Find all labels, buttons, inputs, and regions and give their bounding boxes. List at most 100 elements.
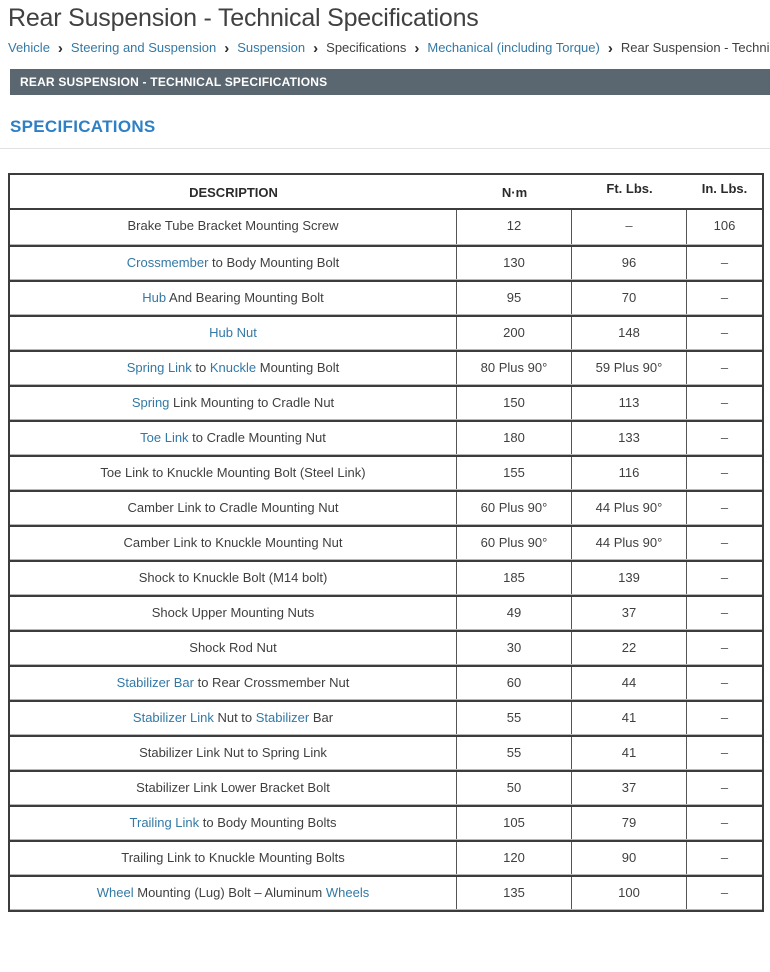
ftlbs-cell: 133: [572, 422, 687, 454]
description-cell: Brake Tube Bracket Mounting Screw: [10, 210, 457, 244]
nm-cell: 12: [457, 210, 572, 244]
nm-cell: 80 Plus 90°: [457, 352, 572, 384]
inlbs-cell: –: [720, 500, 729, 515]
table-row: Spring Link to Knuckle Mounting Bolt 80 P…: [10, 350, 762, 385]
inline-link[interactable]: Stabilizer Link: [132, 710, 214, 725]
breadcrumb-link[interactable]: Mechanical (including Torque): [427, 40, 600, 55]
nm-cell: 105: [457, 807, 572, 839]
inlbs-cell: –: [720, 675, 729, 690]
description-text: to Body Mounting Bolt: [208, 255, 340, 270]
description-text: to Body Mounting Bolts: [199, 815, 337, 830]
nm-cell: 155: [457, 457, 572, 489]
breadcrumb-separator-icon: ›: [57, 40, 63, 57]
ftlbs-cell: 44: [572, 667, 687, 699]
description-text: Shock Upper Mounting Nuts: [151, 605, 315, 620]
inlbs-cell: –: [720, 780, 729, 795]
table-row: Shock Upper Mounting Nuts 49 37 –: [10, 595, 762, 630]
table-row: Stabilizer Link Lower Bracket Bolt 50 37 –: [10, 770, 762, 805]
ftlbs-cell: 100: [572, 877, 687, 909]
description-text: Mounting (Lug) Bolt – Aluminum: [133, 885, 326, 900]
table-row: Hub And Bearing Mounting Bolt 95 70–: [10, 280, 762, 315]
description-text: Stabilizer Link Lower Bracket Bolt: [136, 780, 330, 795]
inlbs-cell: –: [720, 290, 729, 305]
description-text: Camber Link to Knuckle Mounting Nut: [123, 535, 343, 550]
inline-link[interactable]: Hub Nut: [209, 325, 257, 340]
inline-link[interactable]: Hub: [142, 290, 167, 305]
inline-link[interactable]: Wheel: [96, 885, 134, 900]
table-row: Wheel Mounting (Lug) Bolt – Aluminum Whe…: [10, 875, 762, 910]
description-text: to Rear Crossmember Nut: [193, 675, 350, 690]
column-header: N·m: [501, 185, 528, 200]
description-text: to Cradle Mounting Nut: [188, 430, 326, 445]
table-body: Brake Tube Bracket Mounting Screw 12 – 106 C…: [10, 210, 762, 910]
table-row: Brake Tube Bracket Mounting Screw 12– 106: [10, 210, 762, 245]
inline-link[interactable]: Crossmember: [126, 255, 209, 270]
nm-cell: 60: [457, 667, 572, 699]
description-text: to: [191, 360, 210, 375]
breadcrumb-separator-icon: ›: [414, 40, 420, 57]
horizontal-divider: [0, 148, 770, 149]
inline-link[interactable]: Knuckle: [209, 360, 257, 375]
nm-cell: 55: [457, 702, 572, 734]
inline-link[interactable]: Trailing Link: [129, 815, 200, 830]
inlbs-cell: –: [720, 815, 729, 830]
inlbs-cell: 106: [713, 218, 736, 233]
description-cell: Stabilizer Bar to Rear Crossmember Nut: [10, 667, 457, 699]
inline-link[interactable]: Stabilizer Bar: [116, 675, 194, 690]
nm-cell: 135: [457, 877, 572, 909]
inlbs-cell: –: [720, 885, 729, 900]
description-cell: Toe Link to Cradle Mounting Nut: [10, 422, 457, 454]
breadcrumb-link[interactable]: Suspension: [237, 40, 306, 55]
ftlbs-cell: 148: [572, 317, 687, 349]
description-cell: Spring Link Mounting to Cradle Nut: [10, 387, 457, 419]
inline-link[interactable]: Wheels: [325, 885, 370, 900]
ftlbs-cell: 37: [572, 772, 687, 804]
nm-cell: 49: [457, 597, 572, 629]
inlbs-cell: –: [720, 430, 729, 445]
description-cell: Toe Link to Knuckle Mounting Bolt (Steel…: [10, 457, 457, 489]
inline-link[interactable]: Stabilizer: [255, 710, 310, 725]
section-bar: REAR SUSPENSION - TECHNICAL SPECIFICATIO…: [10, 69, 770, 95]
nm-cell: 200: [457, 317, 572, 349]
ftlbs-cell: 70: [572, 282, 687, 314]
nm-cell: 150: [457, 387, 572, 419]
inlbs-cell: –: [720, 535, 729, 550]
nm-cell: 130: [457, 247, 572, 279]
table-row: Stabilizer Bar to Rear Crossmember Nut 60…: [10, 665, 762, 700]
breadcrumb-link[interactable]: Steering and Suspension: [70, 40, 217, 55]
ftlbs-cell: 116: [572, 457, 687, 489]
table-row: Camber Link to Cradle Mounting Nut 60 Plu…: [10, 490, 762, 525]
table-row: Trailing Link to Body Mounting Bolts 105 7…: [10, 805, 762, 840]
torque-spec-table: DESCRIPTION N·m Ft. Lbs. In. Lbs. Brake Tub…: [8, 173, 764, 912]
nm-cell: 30: [457, 632, 572, 664]
inline-link[interactable]: Spring Link: [126, 360, 192, 375]
nm-cell: 50: [457, 772, 572, 804]
inlbs-cell: –: [720, 640, 729, 655]
column-header: In. Lbs.: [701, 181, 748, 196]
column-header: Ft. Lbs.: [606, 181, 653, 196]
nm-cell: 95: [457, 282, 572, 314]
description-cell: Camber Link to Knuckle Mounting Nut: [10, 527, 457, 559]
inlbs-cell: –: [720, 710, 729, 725]
description-text: Camber Link to Cradle Mounting Nut: [127, 500, 339, 515]
breadcrumb-item: Rear Suspension - Technical Specificatio…: [620, 40, 770, 55]
inline-link[interactable]: Toe Link: [140, 430, 189, 445]
ftlbs-cell: 22: [572, 632, 687, 664]
ftlbs-cell: 44 Plus 90°: [572, 527, 687, 559]
inline-link[interactable]: Spring: [131, 395, 170, 410]
ftlbs-cell: 37: [572, 597, 687, 629]
ftlbs-cell: 79: [572, 807, 687, 839]
description-cell: Hub Nut: [10, 317, 457, 349]
table-row: Hub Nut 200 148 –: [10, 315, 762, 350]
breadcrumb-link[interactable]: Vehicle: [8, 40, 50, 55]
table-row: Stabilizer Link Nut to Stabilizer Bar 55 4…: [10, 700, 762, 735]
inlbs-cell: –: [720, 325, 729, 340]
ftlbs-cell: 44 Plus 90°: [572, 492, 687, 524]
inlbs-cell: –: [720, 255, 729, 270]
description-text: Brake Tube Bracket Mounting Screw: [127, 218, 339, 233]
table-row: Toe Link to Knuckle Mounting Bolt (Steel…: [10, 455, 762, 490]
description-cell: Shock Rod Nut: [10, 632, 457, 664]
inlbs-cell: –: [720, 465, 729, 480]
nm-cell: 120: [457, 842, 572, 874]
column-header: DESCRIPTION: [189, 185, 278, 200]
